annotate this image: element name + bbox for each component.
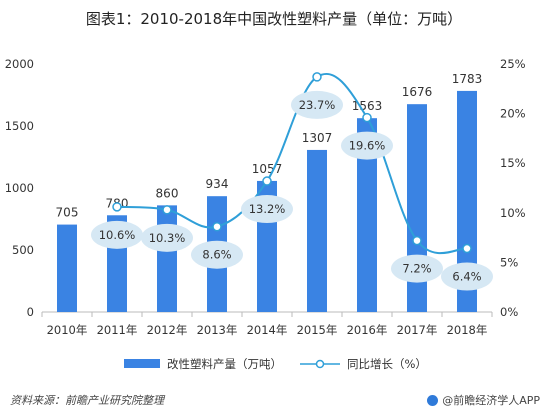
chart-svg: 2010年 2011年 2012年 2013年 2014年 2015年 2016年 2017年…	[5, 57, 526, 371]
bar-value-label: 1563	[352, 99, 383, 113]
bar	[57, 224, 77, 312]
x-tick-label: 2013年	[197, 323, 238, 337]
legend-line-marker	[315, 359, 325, 369]
line-label-bubble	[241, 195, 293, 224]
bar-value-label: 705	[56, 206, 79, 220]
x-tick-label: 2014年	[247, 323, 288, 337]
brand-logo-icon	[427, 394, 439, 406]
legend-line-label: 同比增长（%）	[347, 357, 427, 371]
source-note: 资料来源：前瞻产业研究院整理	[10, 394, 164, 407]
footer: 资料来源：前瞻产业研究院整理 @前瞻经济学人APP	[0, 390, 548, 420]
y-left-tick-label: 1500	[5, 119, 34, 133]
y-right-tick-label: 15%	[500, 156, 526, 170]
line-value-label: 8.6%	[202, 248, 231, 262]
line-label-bubble	[341, 131, 393, 160]
legend-bar-swatch	[124, 359, 160, 368]
y-right-tick-label: 10%	[500, 206, 526, 220]
bar-value-label: 860	[156, 186, 179, 200]
line-point	[212, 221, 222, 232]
bar	[457, 90, 477, 313]
y-left-tick-label: 2000	[5, 57, 34, 71]
line-value-label: 6.4%	[452, 270, 481, 284]
brand-credit: @前瞻经济学人APP	[427, 392, 540, 408]
bar-value-label: 1057	[252, 162, 283, 176]
line-value-label: 23.7%	[299, 98, 336, 112]
y-left-tick-label: 1000	[5, 181, 34, 195]
line-label-bubble	[141, 223, 193, 252]
legend-bar-label: 改性塑料产量（万吨）	[167, 357, 282, 371]
bar-value-label: 1783	[452, 72, 483, 86]
line-label-bubble	[441, 262, 493, 291]
chart-legend: 改性塑料产量（万吨） 同比增长（%）	[124, 357, 427, 371]
x-tick-label: 2017年	[397, 323, 438, 337]
bar	[157, 205, 177, 312]
bar-labels: 70578086093410571307156316761783	[56, 72, 483, 220]
line-series	[112, 72, 472, 255]
brand-text: @前瞻经济学人APP	[442, 394, 540, 407]
y-right-tick-label: 0%	[500, 305, 518, 319]
chart-axes: 2010年 2011年 2012年 2013年 2014年 2015年 2016年 2017年…	[5, 57, 526, 337]
y-right-tick-label: 25%	[500, 57, 526, 71]
line-point	[362, 112, 372, 123]
line-point	[412, 235, 422, 246]
bar	[307, 149, 327, 312]
line-value-label: 13.2%	[249, 202, 286, 216]
y-left-tick-label: 500	[12, 243, 34, 257]
line-value-label: 7.2%	[402, 262, 431, 276]
x-tick-label: 2018年	[447, 323, 488, 337]
bar-value-label: 1307	[302, 131, 333, 145]
bar-value-label: 934	[206, 177, 229, 191]
line-value-label: 10.6%	[99, 228, 136, 242]
y-left-tick-label: 0	[27, 305, 34, 319]
line-value-label: 19.6%	[349, 139, 386, 153]
bar-value-label: 1676	[402, 85, 433, 99]
x-tick-label: 2011年	[97, 323, 138, 337]
bar	[357, 118, 377, 312]
line-labels: 10.6% 10.3% 8.6% 13.2% 23.7% 19.6% 7.2% 6.4%	[91, 90, 493, 291]
line-point	[462, 243, 472, 254]
y-right-tick-label: 20%	[500, 107, 526, 121]
y-right-tick-label: 5%	[500, 255, 518, 269]
x-tick-label: 2016年	[347, 323, 388, 337]
line-label-bubble	[91, 220, 143, 249]
line-value-label: 10.3%	[149, 231, 186, 245]
line-point	[112, 202, 122, 212]
x-tick-label: 2010年	[47, 323, 88, 337]
line-point	[312, 72, 322, 82]
line-point	[262, 176, 272, 186]
line-label-bubble	[191, 240, 243, 269]
chart-title: 图表1：2010-2018年中国改性塑料产量（单位：万吨）	[85, 10, 463, 28]
line-point	[162, 205, 172, 215]
x-tick-label: 2012年	[147, 323, 188, 337]
line-label-bubble	[291, 90, 343, 119]
line-label-bubble	[391, 254, 443, 283]
x-tick-label: 2015年	[297, 323, 338, 337]
growth-line	[116, 72, 468, 255]
